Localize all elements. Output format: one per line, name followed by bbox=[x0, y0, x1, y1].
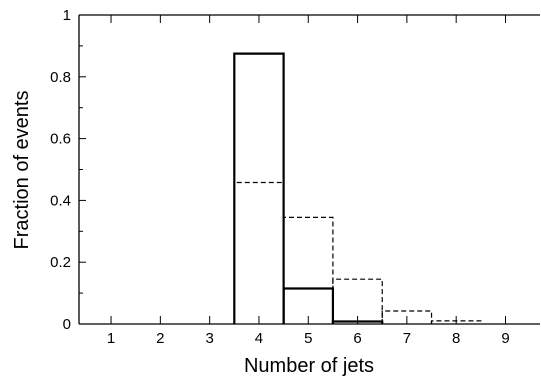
bar-dashed-7 bbox=[381, 310, 433, 324]
series-layer bbox=[233, 52, 482, 324]
x-tick-label: 6 bbox=[353, 330, 361, 347]
x-axis-label: Number of jets bbox=[244, 355, 374, 377]
y-axis-label: Fraction of events bbox=[11, 91, 33, 250]
y-tick-label: 0 bbox=[63, 316, 71, 333]
x-tick-label: 3 bbox=[205, 330, 213, 347]
y-tick-label: 0.8 bbox=[50, 69, 71, 86]
bar-dashed-6 bbox=[332, 278, 383, 324]
axes-layer bbox=[78, 14, 540, 325]
x-tick-label: 1 bbox=[107, 330, 115, 347]
bar-solid-4 bbox=[233, 52, 285, 324]
ticks-layer: 0 0.2 0.4 0.6 0.8 1 1 2 3 4 5 6 7 8 9 bbox=[50, 7, 510, 347]
x-tick-label: 2 bbox=[156, 330, 164, 347]
y-tick-label: 0.6 bbox=[50, 131, 71, 148]
series-dashed bbox=[233, 181, 482, 324]
x-tick-label: 5 bbox=[304, 330, 312, 347]
x-tick-label: 4 bbox=[255, 330, 263, 347]
bar-dashed-5 bbox=[283, 216, 334, 324]
bar-dashed-4 bbox=[233, 181, 285, 324]
y-tick-label: 0.4 bbox=[50, 192, 71, 209]
y-tick-label: 0.2 bbox=[50, 254, 71, 271]
x-tick-label: 9 bbox=[501, 330, 509, 347]
y-tick-label: 1 bbox=[63, 7, 71, 24]
series-solid bbox=[233, 52, 384, 324]
x-tick-label: 8 bbox=[452, 330, 460, 347]
x-tick-label: 7 bbox=[403, 330, 411, 347]
